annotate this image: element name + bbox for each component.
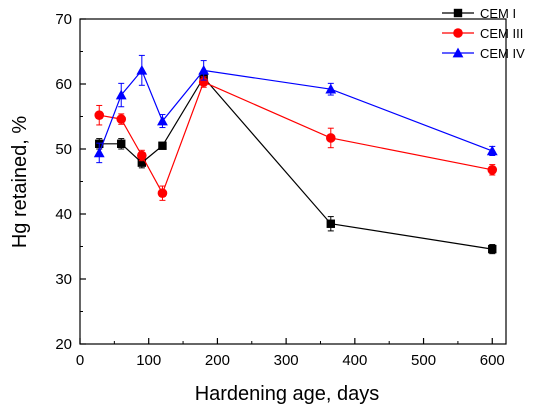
series-line [99, 76, 493, 250]
data-point [117, 139, 126, 148]
y-tick-label: 50 [55, 141, 72, 158]
x-tick-label: 100 [136, 352, 161, 369]
y-tick-label: 60 [55, 76, 72, 93]
data-point [157, 115, 168, 126]
data-point [116, 114, 127, 124]
data-point [137, 150, 147, 161]
data-point [94, 110, 105, 120]
series-line [98, 69, 493, 154]
y-tick-label: 40 [55, 206, 72, 223]
data-point [453, 28, 463, 38]
data-point [453, 8, 463, 18]
y-tick-label: 20 [55, 336, 72, 353]
data-point [487, 165, 498, 175]
legend-label: CEM IV [480, 46, 525, 61]
y-axis-title: Hg retained, % [9, 116, 31, 249]
legend-item: CEM IV [442, 46, 525, 61]
x-tick-label: 300 [274, 352, 299, 369]
data-point [115, 89, 127, 100]
series-cem-i [95, 71, 497, 255]
data-point [488, 244, 497, 254]
data-point [93, 147, 105, 158]
data-point [325, 133, 336, 143]
y-tick-label: 70 [55, 11, 72, 28]
series-line [99, 81, 493, 195]
legend-item: CEM III [442, 26, 523, 41]
data-point [452, 47, 464, 58]
data-point [137, 158, 147, 167]
legend: CEM I CEM III CEM IV [442, 6, 525, 61]
data-point [325, 83, 337, 94]
legend-label: CEM I [480, 6, 516, 21]
x-tick-label: 200 [205, 352, 230, 369]
x-tick-label: 0 [76, 352, 84, 369]
series-cem-iv [93, 54, 498, 164]
series-cem-iii [94, 76, 498, 201]
x-axis-title: Hardening age, days [195, 383, 380, 405]
data-point [326, 219, 335, 228]
axes: 0 100 200 300 400 500 600 20 30 40 50 60 70 [55, 11, 507, 369]
series-layer [93, 54, 498, 255]
legend-item: CEM I [442, 6, 516, 21]
legend-label: CEM III [480, 26, 523, 41]
x-tick-label: 500 [411, 352, 436, 369]
x-tick-label: 600 [480, 352, 505, 369]
x-tick-label: 400 [342, 352, 367, 369]
data-point [157, 188, 168, 198]
data-point [158, 141, 167, 150]
data-point [198, 64, 210, 75]
data-point [486, 145, 498, 156]
plot-frame [79, 18, 507, 345]
data-point [136, 64, 148, 75]
y-tick-label: 30 [55, 271, 72, 288]
